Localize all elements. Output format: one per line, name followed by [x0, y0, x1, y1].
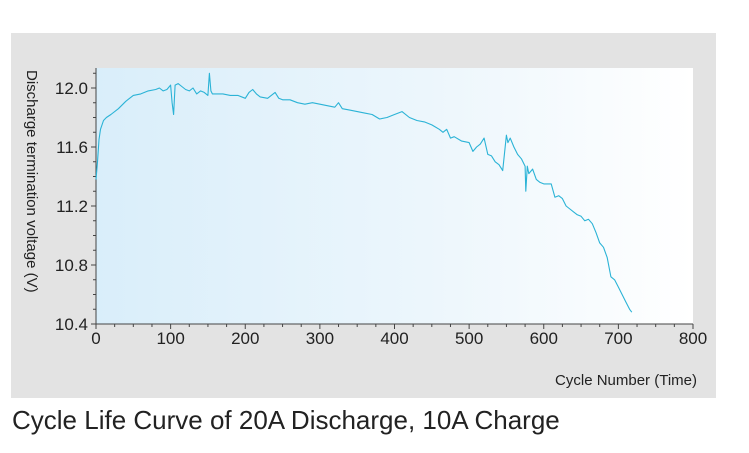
x-axis-label: Cycle Number (Time) — [555, 372, 697, 389]
x-tick-label: 0 — [91, 329, 100, 348]
chart-panel: 0 100 200 300 400 500 600 700 800 12.0 11.6 11.2 10… — [11, 33, 716, 398]
series-line — [95, 72, 633, 313]
x-tick-label: 200 — [231, 329, 259, 348]
line-chart: 0 100 200 300 400 500 600 700 800 12.0 11.6 11.2 10… — [23, 68, 707, 389]
x-tick-label: 600 — [530, 329, 558, 348]
y-tick-label: 11.6 — [56, 138, 88, 157]
y-tick-label: 12.0 — [55, 79, 88, 98]
x-tick-label: 800 — [679, 329, 707, 348]
y-ticks: 12.0 11.6 11.2 10.8 10.4 — [55, 72, 96, 334]
y-tick-label: 10.4 — [55, 315, 88, 334]
plot-area — [96, 68, 693, 324]
chart-title: Cycle Life Curve of 20A Discharge, 10A C… — [12, 405, 560, 435]
y-tick-label: 10.8 — [55, 256, 88, 275]
x-tick-label: 700 — [604, 329, 632, 348]
y-tick-label: 11.2 — [56, 197, 88, 216]
x-tick-label: 400 — [380, 329, 408, 348]
x-tick-label: 500 — [455, 329, 483, 348]
x-tick-label: 100 — [156, 329, 184, 348]
x-tick-label: 300 — [306, 329, 334, 348]
x-ticks: 0 100 200 300 400 500 600 700 800 — [91, 324, 707, 348]
y-axis-label: Discharge termination voltage (V) — [23, 70, 40, 293]
